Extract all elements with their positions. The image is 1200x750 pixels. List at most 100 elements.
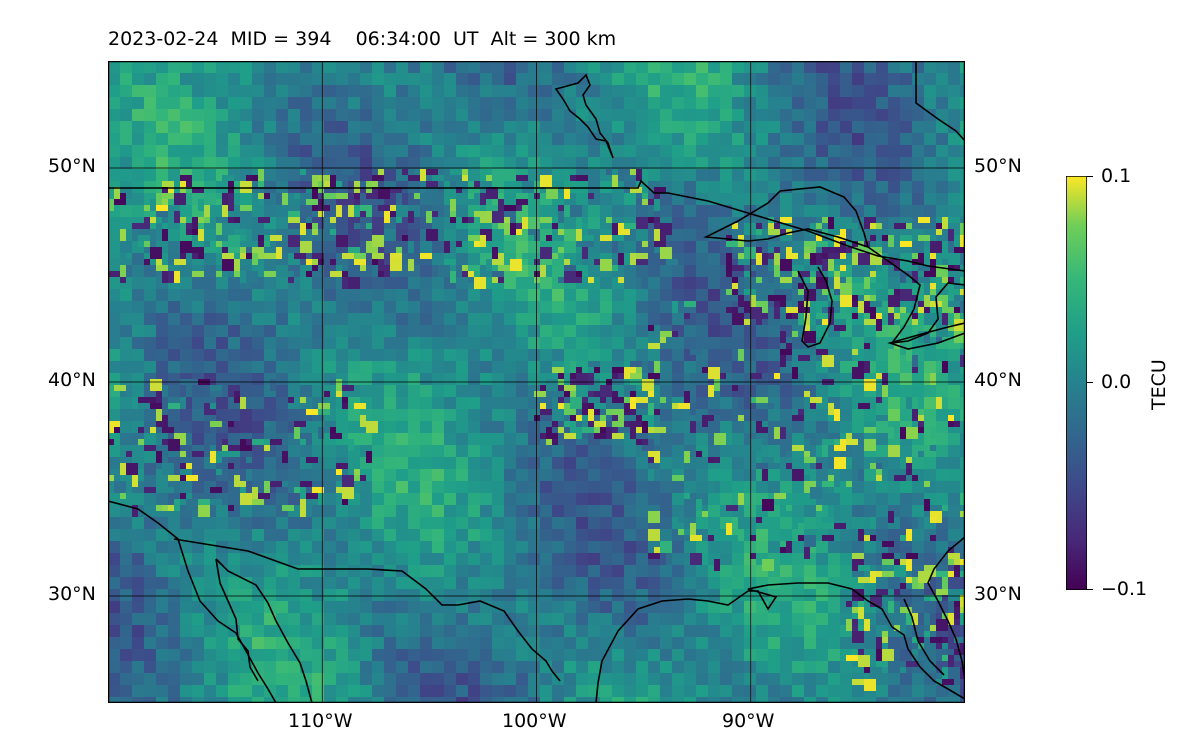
tec-cell	[672, 157, 684, 169]
tec-anomaly-cell	[246, 271, 258, 283]
tec-cell	[156, 157, 168, 169]
tec-anomaly-cell	[162, 271, 168, 283]
tec-cell	[396, 337, 408, 349]
tec-anomaly-cell	[216, 217, 228, 223]
tec-cell	[144, 109, 156, 121]
tec-cell	[720, 157, 732, 169]
tec-cell	[132, 493, 144, 505]
tec-cell	[456, 637, 468, 649]
tec-cell	[588, 613, 600, 625]
tec-anomaly-cell	[474, 277, 486, 289]
tec-cell	[108, 589, 120, 601]
tec-cell	[432, 613, 444, 625]
tec-cell	[240, 73, 252, 85]
tec-cell	[576, 673, 588, 685]
tec-cell	[108, 697, 120, 703]
tec-cell	[852, 85, 864, 97]
tec-cell	[276, 145, 288, 157]
tec-cell	[792, 121, 804, 133]
tec-anomaly-cell	[576, 229, 582, 241]
tec-cell	[276, 529, 288, 541]
tec-cell	[264, 133, 276, 145]
tec-cell	[408, 649, 420, 661]
tec-cell	[312, 133, 324, 145]
tec-cell	[444, 85, 456, 97]
tec-cell	[384, 277, 396, 289]
tec-cell	[624, 301, 636, 313]
tec-cell	[288, 409, 300, 421]
tec-cell	[432, 625, 444, 637]
tec-anomaly-cell	[630, 409, 636, 415]
tec-cell	[432, 697, 444, 703]
tec-cell	[960, 181, 965, 193]
tec-cell	[600, 157, 612, 169]
tec-cell	[468, 529, 480, 541]
tec-cell	[564, 613, 576, 625]
tec-cell	[204, 109, 216, 121]
tec-cell	[588, 457, 600, 469]
tec-cell	[852, 685, 864, 697]
tec-cell	[432, 385, 444, 397]
tec-cell	[816, 637, 828, 649]
tec-cell	[276, 61, 288, 73]
tec-anomaly-cell	[852, 349, 858, 355]
tec-cell	[624, 553, 636, 565]
tec-cell	[312, 313, 324, 325]
tec-cell	[864, 193, 876, 205]
tec-cell	[504, 661, 516, 673]
tec-cell	[612, 469, 624, 481]
tec-cell	[792, 97, 804, 109]
tec-cell	[960, 61, 965, 73]
tec-anomaly-cell	[342, 271, 348, 277]
tec-cell	[552, 685, 564, 697]
tec-cell	[552, 121, 564, 133]
tec-cell	[576, 85, 588, 97]
tec-cell	[600, 181, 612, 193]
tec-cell	[264, 157, 276, 169]
tec-cell	[420, 661, 432, 673]
tec-anomaly-cell	[756, 397, 768, 403]
tec-cell	[516, 349, 528, 361]
tec-cell	[600, 661, 612, 673]
tec-cell	[732, 193, 744, 205]
tec-cell	[108, 73, 120, 85]
tec-cell	[432, 589, 444, 601]
tec-anomaly-cell	[144, 421, 150, 427]
tec-cell	[828, 205, 840, 217]
tec-anomaly-cell	[588, 361, 600, 367]
tec-cell	[264, 145, 276, 157]
tec-cell	[468, 673, 480, 685]
tec-anomaly-cell	[162, 229, 168, 241]
tec-anomaly-cell	[858, 469, 864, 481]
tec-cell	[696, 277, 708, 289]
tec-cell	[588, 157, 600, 169]
tec-cell	[852, 229, 864, 241]
tec-anomaly-cell	[858, 253, 870, 265]
tec-cell	[864, 169, 876, 181]
tec-cell	[444, 673, 456, 685]
tec-cell	[936, 469, 948, 481]
tec-cell	[504, 157, 516, 169]
tec-cell	[792, 421, 804, 433]
tec-cell	[204, 469, 216, 481]
tec-cell	[660, 109, 672, 121]
tec-cell	[180, 697, 192, 703]
tec-cell	[888, 385, 900, 397]
tec-anomaly-cell	[168, 505, 174, 511]
tec-anomaly-cell	[132, 475, 138, 487]
tec-cell	[180, 661, 192, 673]
tec-anomaly-cell	[738, 241, 744, 247]
tec-cell	[444, 481, 456, 493]
tec-anomaly-cell	[222, 451, 234, 457]
tec-anomaly-cell	[402, 235, 408, 241]
tec-cell	[360, 373, 372, 385]
tec-cell	[444, 397, 456, 409]
tec-cell	[732, 673, 744, 685]
tec-anomaly-cell	[582, 247, 588, 259]
tec-cell	[696, 457, 708, 469]
tec-cell	[588, 589, 600, 601]
tec-cell	[564, 61, 576, 73]
tec-cell	[672, 673, 684, 685]
tec-cell	[840, 205, 852, 217]
tec-cell	[528, 205, 540, 217]
